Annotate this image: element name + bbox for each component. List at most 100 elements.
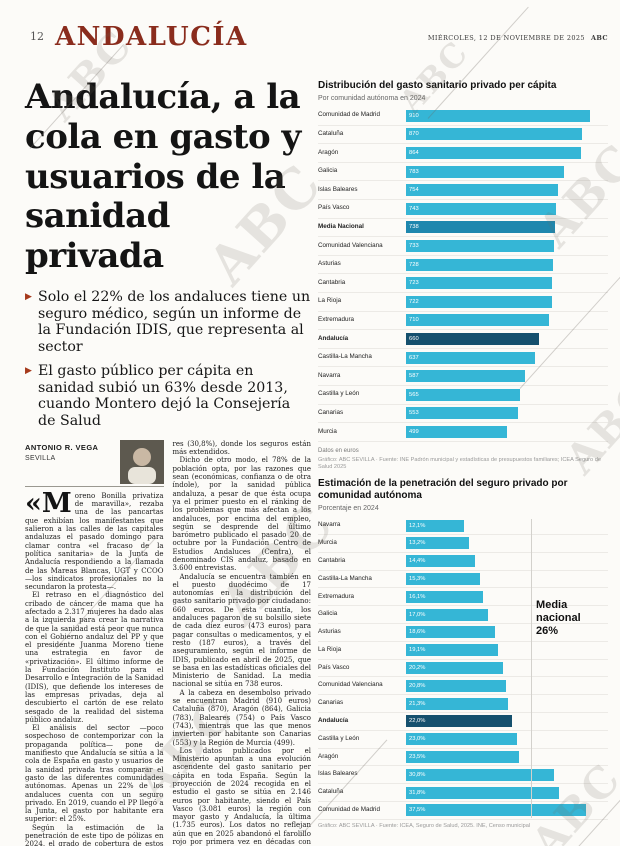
chart-row: País Vasco 20,2% [318, 660, 608, 678]
bar: 37,5% [406, 804, 587, 817]
author-name: ANTONIO R. VEGA [25, 442, 99, 452]
bar: 14,4% [406, 555, 476, 568]
bar-value: 710 [409, 317, 419, 324]
chart-row: La Rioja 19,1% [318, 642, 608, 660]
bar-value: 783 [409, 168, 419, 175]
chart-row: Andalucía 22,0% [318, 713, 608, 731]
bar-value: 587 [409, 373, 419, 380]
bar-label: Asturias [318, 628, 341, 636]
standfirst-item: ▶ Solo el 22% de los andaluces tiene un … [25, 289, 311, 356]
article: Andalucía, a la cola en gasto y usuarios… [25, 77, 312, 846]
chart-row: Navarra 587 [318, 367, 608, 386]
bar-label: Castilla y León [318, 734, 360, 742]
chart-unit-note: Datos en euros [318, 447, 359, 454]
bar-label: Cantabria [318, 278, 346, 286]
bar-value: 30,8% [409, 771, 426, 778]
author-photo [119, 439, 164, 484]
bar-label: Comunidad Valenciana [318, 241, 383, 249]
chart-row: Extremadura 710 [318, 312, 608, 331]
body-paragraph: Según la estimación de la penetración de… [25, 823, 164, 846]
chart-row: Comunidad Valenciana 733 [318, 237, 608, 256]
page-header: 12 ANDALUCÍA MIÉRCOLES, 12 DE NOVIEMBRE … [25, 22, 608, 56]
national-average-label: Media nacional 26% [536, 599, 581, 638]
chart-row: Islas Baleares 754 [318, 181, 608, 200]
bar-label: Andalucía [318, 334, 349, 342]
bar: 553 [406, 407, 518, 420]
chart-row: Murcia 499 [318, 423, 608, 442]
chart-row: Castilla y León 23,0% [318, 731, 608, 749]
bar: 22,0% [406, 715, 512, 728]
brand-name: ABC [590, 34, 608, 42]
bar-label: Comunidad de Madrid [318, 111, 380, 119]
bar: 30,8% [406, 768, 555, 781]
chart-insurance-penetration: Estimación de la penetración del seguro … [318, 478, 608, 830]
body-paragraph: Dicho de otro modo, el 78% de la poblaci… [172, 456, 312, 573]
bar: 17,0% [406, 608, 488, 621]
body-paragraph: El retraso en el diagnóstico del cribado… [25, 591, 164, 724]
bar: 733 [406, 239, 555, 252]
chart-row: Castilla-La Mancha 637 [318, 349, 608, 368]
bar-rows: Navarra 12,1% Murcia 13,2% Cantabria 14,4% Cas… [318, 517, 608, 820]
chart-row: Canarias 553 [318, 405, 608, 424]
bar-value: 23,0% [409, 736, 426, 743]
bar-label: Media Nacional [318, 223, 364, 231]
bar: 13,2% [406, 537, 470, 550]
bar-value: 17,0% [409, 611, 426, 618]
bar-value: 553 [409, 410, 419, 417]
chart-row: Aragón 23,5% [318, 749, 608, 767]
infographics: Distribución del gasto sanitario privado… [318, 80, 608, 830]
bar-value: 21,3% [409, 700, 426, 707]
chart-row: Cataluña 870 [318, 126, 608, 145]
chart-row: Castilla y León 565 [318, 386, 608, 405]
bar: 31,8% [406, 786, 559, 799]
bar-value: 15,3% [409, 576, 426, 582]
bar-value: 13,2% [409, 540, 426, 547]
chart-row: Navarra 12,1% [318, 517, 608, 536]
bar-value: 19,1% [409, 647, 426, 654]
bar-value: 18,6% [409, 629, 426, 636]
bar-value: 743 [409, 205, 419, 212]
bar-label: Canarias [318, 699, 344, 707]
bullet-arrow-icon: ▶ [25, 365, 32, 376]
bar: 12,1% [406, 519, 465, 532]
chart-row: Cantabria 14,4% [318, 553, 608, 571]
bar-label: Canarias [318, 408, 344, 416]
bar-label: Cataluña [318, 788, 344, 796]
bar-label: La Rioja [318, 297, 342, 305]
chart-row: Cataluña 31,8% [318, 784, 608, 802]
bar: 660 [406, 332, 540, 345]
bar: 16,1% [406, 590, 484, 603]
chart-private-health-spending: Distribución del gasto sanitario privado… [318, 80, 608, 471]
bar: 743 [406, 202, 557, 215]
chart-subtitle: Porcentaje en 2024 [318, 505, 379, 513]
bar-label: Extremadura [318, 316, 355, 324]
chart-row: Galicia 783 [318, 163, 608, 182]
bar: 21,3% [406, 697, 509, 710]
chart-row: Media Nacional 738 [318, 219, 608, 238]
drop-cap: «M [25, 487, 72, 519]
bar-value: 910 [409, 112, 419, 119]
bar-value: 733 [409, 242, 419, 249]
chart-row: Extremadura 16,1% [318, 588, 608, 607]
body-paragraph: «M oreno Bonilla privatiza de maravilla»,… [25, 487, 164, 592]
chart-row: Murcia 13,2% [318, 535, 608, 553]
chart-row: Comunidad de Madrid 910 [318, 107, 608, 126]
bar-label: Castilla y León [318, 390, 360, 398]
standfirst-text: El gasto público per cápita en sanidad s… [38, 362, 291, 430]
bar: 710 [406, 314, 550, 327]
byline: ANTONIO R. VEGA SEVILLA [25, 439, 164, 487]
bar-value: 754 [409, 187, 419, 194]
standfirst-bullets: ▶ Solo el 22% de los andaluces tiene un … [25, 289, 311, 430]
bar-value: 37,5% [409, 807, 426, 814]
bar-label: Navarra [318, 521, 341, 529]
bar: 723 [406, 277, 553, 290]
bar-rows: Comunidad de Madrid 910 Cataluña 870 Aragón 8… [318, 107, 608, 442]
bar: 870 [406, 128, 582, 141]
bar-value: 738 [409, 224, 419, 231]
bar-label: Extremadura [318, 592, 355, 600]
chart-row: La Rioja 722 [318, 293, 608, 312]
bar-value: 20,8% [409, 682, 426, 689]
portrait-silhouette-icon [119, 439, 164, 484]
chart-row: Castilla-La Mancha 15,3% [318, 571, 608, 589]
author-location: SEVILLA [25, 454, 56, 462]
